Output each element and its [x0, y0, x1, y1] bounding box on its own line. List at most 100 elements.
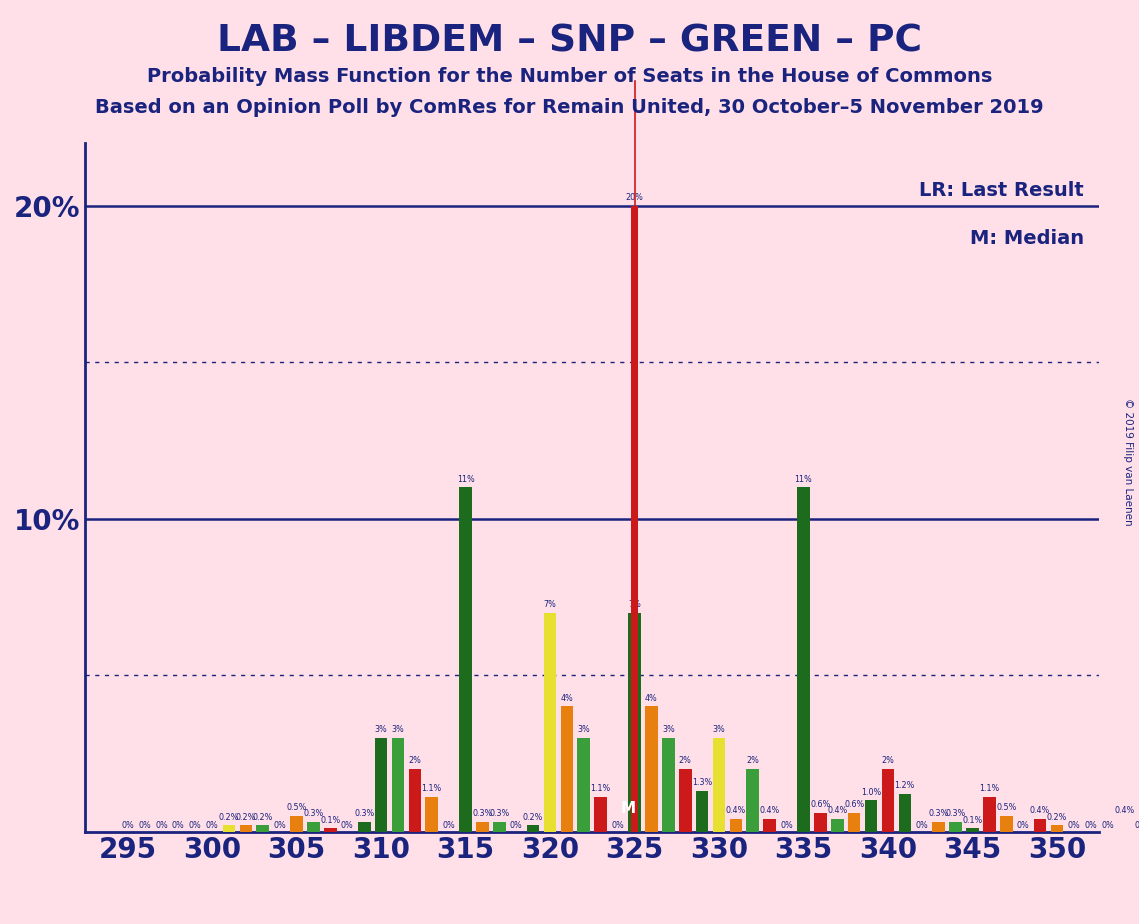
Bar [679, 769, 691, 832]
Text: 0.5%: 0.5% [286, 803, 306, 812]
Text: 0.1%: 0.1% [962, 816, 983, 825]
Bar [966, 829, 978, 832]
Text: 2%: 2% [409, 756, 421, 765]
Text: 0.6%: 0.6% [844, 800, 865, 809]
Text: LAB – LIBDEM – SNP – GREEN – PC: LAB – LIBDEM – SNP – GREEN – PC [218, 23, 921, 59]
Text: 0.4%: 0.4% [1114, 807, 1134, 815]
Bar [239, 825, 252, 832]
Text: 7%: 7% [543, 600, 557, 609]
Text: 0%: 0% [206, 821, 219, 830]
Bar [493, 822, 506, 832]
Text: 0.2%: 0.2% [523, 812, 543, 821]
Bar [543, 613, 556, 832]
Text: 11%: 11% [795, 475, 812, 483]
Text: 3%: 3% [392, 725, 404, 734]
Text: 0%: 0% [916, 821, 928, 830]
Bar [763, 819, 776, 832]
Text: 2%: 2% [679, 756, 691, 765]
Text: 0.6%: 0.6% [810, 800, 830, 809]
Text: Based on an Opinion Poll by ComRes for Remain United, 30 October–5 November 2019: Based on an Opinion Poll by ComRes for R… [96, 98, 1043, 117]
Text: 0.3%: 0.3% [945, 809, 966, 819]
Bar [696, 791, 708, 832]
Bar [983, 797, 995, 832]
Bar [1000, 816, 1013, 832]
Text: 0.4%: 0.4% [726, 807, 746, 815]
Bar [459, 488, 472, 832]
Text: 20%: 20% [625, 193, 644, 202]
Bar [527, 825, 540, 832]
Text: 1.3%: 1.3% [693, 778, 712, 787]
Bar [308, 822, 320, 832]
Bar [662, 737, 674, 832]
Bar [1050, 825, 1063, 832]
Text: 0.2%: 0.2% [236, 812, 256, 821]
Text: © 2019 Filip van Laenen: © 2019 Filip van Laenen [1123, 398, 1132, 526]
Bar [713, 737, 726, 832]
Text: 0%: 0% [442, 821, 456, 830]
Text: 0.5%: 0.5% [995, 803, 1016, 812]
Text: 1.0%: 1.0% [861, 787, 882, 796]
Bar [256, 825, 269, 832]
Text: 0%: 0% [172, 821, 185, 830]
Bar [560, 707, 573, 832]
Bar [933, 822, 945, 832]
Text: 2%: 2% [882, 756, 894, 765]
Bar [730, 819, 743, 832]
Bar [223, 825, 236, 832]
Bar [595, 797, 607, 832]
Text: M: Median: M: Median [969, 229, 1084, 249]
Bar [882, 769, 894, 832]
Text: 0.3%: 0.3% [473, 809, 492, 819]
Text: 0%: 0% [1101, 821, 1114, 830]
Text: 0.2%: 0.2% [219, 812, 239, 821]
Text: 1.1%: 1.1% [421, 784, 442, 794]
Text: 0%: 0% [138, 821, 151, 830]
Bar [375, 737, 387, 832]
Bar [949, 822, 961, 832]
Bar [631, 206, 638, 832]
Text: 0.3%: 0.3% [490, 809, 509, 819]
Text: 2%: 2% [746, 756, 760, 765]
Text: Probability Mass Function for the Number of Seats in the House of Commons: Probability Mass Function for the Number… [147, 67, 992, 86]
Bar [814, 813, 827, 832]
Bar [290, 816, 303, 832]
Text: 0%: 0% [612, 821, 624, 830]
Bar [797, 488, 810, 832]
Text: 0%: 0% [1134, 821, 1139, 830]
Text: 0.3%: 0.3% [928, 809, 949, 819]
Text: 7%: 7% [628, 600, 641, 609]
Bar [831, 819, 844, 832]
Bar [899, 794, 911, 832]
Bar [746, 769, 759, 832]
Bar [577, 737, 590, 832]
Bar [645, 707, 657, 832]
Text: 0%: 0% [341, 821, 354, 830]
Text: 1.2%: 1.2% [894, 782, 915, 790]
Text: 0.4%: 0.4% [1030, 807, 1050, 815]
Text: 0.2%: 0.2% [253, 812, 273, 821]
Bar [476, 822, 489, 832]
Bar [629, 613, 641, 832]
Bar [392, 737, 404, 832]
Bar [358, 822, 370, 832]
Bar [325, 829, 337, 832]
Text: 0%: 0% [189, 821, 202, 830]
Text: 0.1%: 0.1% [320, 816, 341, 825]
Text: 3%: 3% [375, 725, 387, 734]
Text: 0%: 0% [1017, 821, 1030, 830]
Bar [409, 769, 421, 832]
Text: 0%: 0% [510, 821, 523, 830]
Text: 0%: 0% [780, 821, 793, 830]
Text: 1.1%: 1.1% [980, 784, 999, 794]
Bar [1034, 819, 1047, 832]
Text: 4%: 4% [560, 694, 573, 702]
Text: 0.4%: 0.4% [760, 807, 780, 815]
Text: LR: Last Result: LR: Last Result [919, 181, 1084, 201]
Text: 0.2%: 0.2% [1047, 812, 1067, 821]
Text: 0%: 0% [1084, 821, 1097, 830]
Text: 1.1%: 1.1% [591, 784, 611, 794]
Text: 0%: 0% [155, 821, 167, 830]
Text: 0.3%: 0.3% [303, 809, 323, 819]
Bar [1118, 819, 1131, 832]
Text: M: M [621, 801, 636, 816]
